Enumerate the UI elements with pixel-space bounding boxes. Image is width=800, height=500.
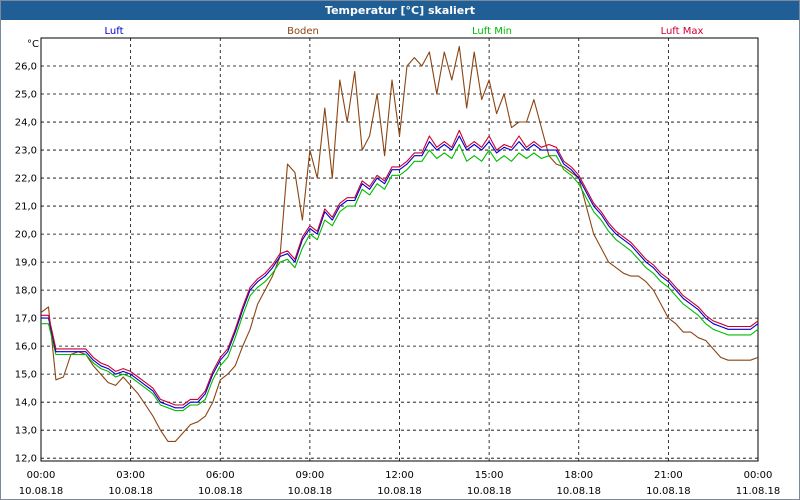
y-tick-label: 24,0 bbox=[15, 118, 37, 129]
legend-boden: Boden bbox=[287, 26, 319, 37]
y-tick-label: 14,0 bbox=[15, 398, 37, 409]
legend-luft: Luft bbox=[105, 26, 124, 37]
y-tick-label: 17,0 bbox=[15, 314, 37, 325]
series-line-luft-min bbox=[41, 143, 759, 412]
x-tick-date: 10.08.18 bbox=[198, 486, 243, 497]
y-tick-label: 13,0 bbox=[15, 426, 37, 437]
y-tick-label: 18,0 bbox=[15, 286, 37, 297]
chart-title: Temperatur [°C] skaliert bbox=[1, 1, 799, 20]
x-tick-time: 21:00 bbox=[654, 470, 683, 481]
y-tick-label: 25,0 bbox=[15, 90, 37, 101]
series-line-luft bbox=[41, 135, 759, 409]
x-tick-date: 10.08.18 bbox=[377, 486, 422, 497]
x-tick-time: 09:00 bbox=[295, 470, 324, 481]
x-tick-date: 10.08.18 bbox=[646, 486, 691, 497]
y-tick-label: 19,0 bbox=[15, 258, 37, 269]
x-tick-date: 10.08.18 bbox=[467, 486, 512, 497]
legend-luft-min: Luft Min bbox=[472, 26, 512, 37]
x-tick-date: 10.08.18 bbox=[556, 486, 601, 497]
legend-luft-max: Luft Max bbox=[661, 26, 704, 37]
x-tick-time: 12:00 bbox=[385, 470, 414, 481]
x-tick-time: 03:00 bbox=[116, 470, 145, 481]
y-tick-label: 12,0 bbox=[15, 454, 37, 465]
y-tick-label: 22,0 bbox=[15, 174, 37, 185]
y-tick-label: 26,0 bbox=[15, 62, 37, 73]
x-tick-date: 11.08.18 bbox=[736, 486, 781, 497]
y-tick-label: 16,0 bbox=[15, 342, 37, 353]
x-tick-date: 10.08.18 bbox=[108, 486, 153, 497]
series-line-boden bbox=[40, 45, 759, 442]
y-axis-unit: °C bbox=[27, 39, 39, 50]
y-tick-label: 15,0 bbox=[15, 370, 37, 381]
x-tick-time: 18:00 bbox=[564, 470, 593, 481]
x-tick-time: 00:00 bbox=[744, 470, 773, 481]
x-tick-time: 00:00 bbox=[27, 470, 56, 481]
x-tick-time: 06:00 bbox=[206, 470, 235, 481]
y-tick-label: 23,0 bbox=[15, 146, 37, 157]
y-tick-label: 21,0 bbox=[15, 202, 37, 213]
x-tick-time: 15:00 bbox=[475, 470, 504, 481]
y-tick-label: 20,0 bbox=[15, 230, 37, 241]
series-line-luft-max bbox=[41, 129, 759, 406]
x-tick-date: 10.08.18 bbox=[288, 486, 333, 497]
x-tick-date: 10.08.18 bbox=[19, 486, 64, 497]
